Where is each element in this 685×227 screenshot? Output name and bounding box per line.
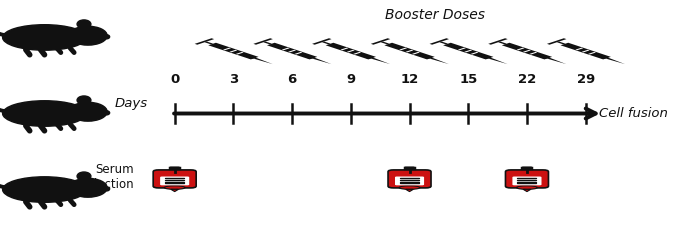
Polygon shape <box>195 38 214 45</box>
Polygon shape <box>312 38 332 45</box>
Polygon shape <box>406 50 414 52</box>
Polygon shape <box>263 42 272 44</box>
Polygon shape <box>381 42 389 44</box>
FancyBboxPatch shape <box>404 167 414 169</box>
Text: Booster Doses: Booster Doses <box>385 8 485 22</box>
FancyBboxPatch shape <box>388 170 431 188</box>
Polygon shape <box>582 50 590 52</box>
Polygon shape <box>458 48 466 50</box>
Polygon shape <box>502 43 552 59</box>
Polygon shape <box>236 52 244 54</box>
Ellipse shape <box>103 187 110 191</box>
Polygon shape <box>366 56 373 59</box>
Polygon shape <box>560 43 611 59</box>
Ellipse shape <box>3 25 86 50</box>
Text: 9: 9 <box>346 73 356 86</box>
Polygon shape <box>464 50 472 52</box>
Ellipse shape <box>399 186 420 189</box>
Ellipse shape <box>3 177 86 202</box>
Polygon shape <box>253 58 273 64</box>
Polygon shape <box>253 38 273 45</box>
Polygon shape <box>498 42 507 44</box>
Polygon shape <box>229 50 237 52</box>
Polygon shape <box>295 52 302 54</box>
Polygon shape <box>523 189 531 192</box>
FancyBboxPatch shape <box>169 167 179 169</box>
FancyBboxPatch shape <box>506 170 549 188</box>
Ellipse shape <box>77 172 91 180</box>
Text: 3: 3 <box>229 73 238 86</box>
Ellipse shape <box>77 96 91 104</box>
Text: Cell fusion: Cell fusion <box>599 107 669 120</box>
Polygon shape <box>223 48 231 50</box>
Polygon shape <box>542 56 549 59</box>
FancyBboxPatch shape <box>153 170 196 188</box>
Text: 15: 15 <box>459 73 477 86</box>
Polygon shape <box>606 58 625 64</box>
Polygon shape <box>406 189 413 192</box>
Polygon shape <box>371 38 390 45</box>
Ellipse shape <box>164 186 185 189</box>
Ellipse shape <box>3 101 86 126</box>
Polygon shape <box>171 189 178 192</box>
Text: 12: 12 <box>401 73 419 86</box>
Polygon shape <box>557 42 565 44</box>
Ellipse shape <box>68 26 107 45</box>
Polygon shape <box>208 43 258 59</box>
Polygon shape <box>483 56 491 59</box>
Polygon shape <box>399 48 407 50</box>
Polygon shape <box>248 56 256 59</box>
Polygon shape <box>282 48 290 50</box>
Text: 6: 6 <box>288 73 297 86</box>
Text: Days: Days <box>114 97 147 110</box>
Polygon shape <box>340 48 349 50</box>
Polygon shape <box>547 38 566 45</box>
Polygon shape <box>353 52 361 54</box>
Polygon shape <box>267 43 317 59</box>
Ellipse shape <box>68 102 107 121</box>
Polygon shape <box>384 43 435 59</box>
FancyBboxPatch shape <box>160 177 189 185</box>
Polygon shape <box>325 43 376 59</box>
Ellipse shape <box>77 20 91 28</box>
Polygon shape <box>371 58 390 64</box>
Polygon shape <box>429 58 449 64</box>
Polygon shape <box>425 56 432 59</box>
Text: 22: 22 <box>518 73 536 86</box>
Polygon shape <box>412 52 420 54</box>
Polygon shape <box>488 38 508 45</box>
Text: 29: 29 <box>577 73 595 86</box>
Polygon shape <box>523 50 531 52</box>
Text: 0: 0 <box>170 73 179 86</box>
Text: Serum
collection: Serum collection <box>77 163 134 191</box>
Polygon shape <box>443 43 493 59</box>
Polygon shape <box>322 42 331 44</box>
Ellipse shape <box>103 111 110 115</box>
Polygon shape <box>440 42 448 44</box>
Polygon shape <box>471 52 479 54</box>
Polygon shape <box>575 48 583 50</box>
Polygon shape <box>601 56 608 59</box>
Polygon shape <box>288 50 296 52</box>
Ellipse shape <box>68 178 107 197</box>
Polygon shape <box>588 52 596 54</box>
Polygon shape <box>530 52 537 54</box>
Polygon shape <box>205 42 213 44</box>
Polygon shape <box>547 58 566 64</box>
FancyBboxPatch shape <box>512 177 542 185</box>
Polygon shape <box>516 48 525 50</box>
FancyBboxPatch shape <box>395 177 424 185</box>
FancyBboxPatch shape <box>522 167 532 169</box>
Polygon shape <box>429 38 449 45</box>
Ellipse shape <box>516 186 537 189</box>
Ellipse shape <box>103 35 110 39</box>
Polygon shape <box>347 50 355 52</box>
Polygon shape <box>488 58 508 64</box>
Polygon shape <box>312 58 332 64</box>
Polygon shape <box>307 56 314 59</box>
